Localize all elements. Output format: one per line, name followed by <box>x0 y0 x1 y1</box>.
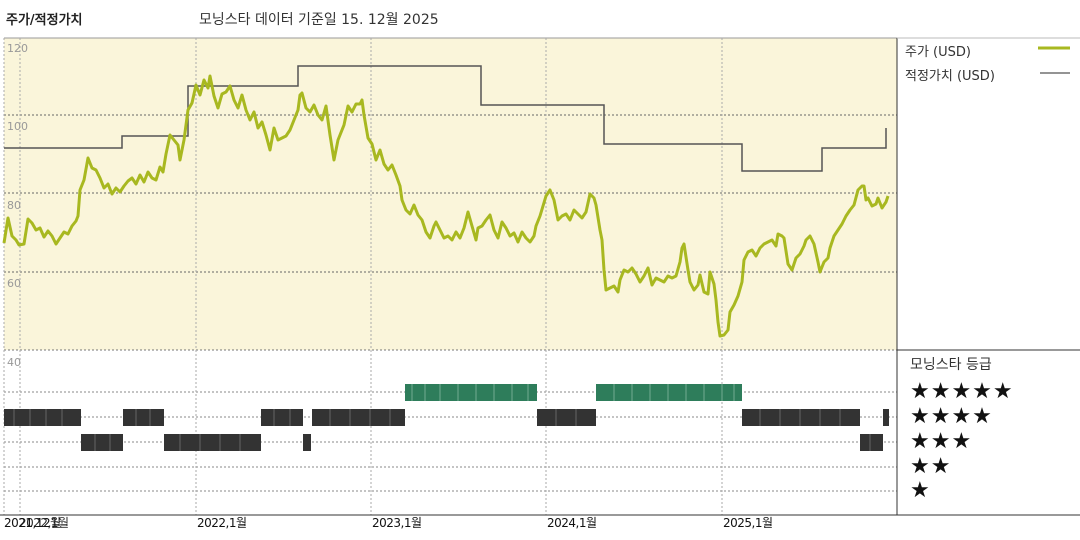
y-tick-100: 100 <box>7 120 28 133</box>
two-star-icon: ★★ <box>910 454 952 479</box>
x-tick-2025-01: 2025,1월 <box>723 516 773 530</box>
four-star-icon: ★★★★ <box>910 404 993 429</box>
rating-panel-title: 모닝스타 등급 <box>910 357 992 373</box>
x-tick-2022-01: 2022,1월 <box>197 516 247 530</box>
legend-price: 주가 (USD) <box>905 45 971 60</box>
rating-3star-bars <box>81 434 883 451</box>
fair-value-line <box>4 65 887 172</box>
price-gridlines <box>4 114 897 273</box>
x-tick-2021-12: 2021,12월 <box>4 516 61 530</box>
y-tick-80: 80 <box>7 199 21 212</box>
x-tick-2023-01: 2023,1월 <box>372 516 422 530</box>
one-star-icon: ★ <box>910 478 931 503</box>
rating-5star-stripes <box>411 384 735 401</box>
data-date-subtitle: 모닝스타 데이터 기준일 15. 12월 2025 <box>199 12 439 28</box>
x-tick-2022-01-overlap: 2022,1월 <box>19 516 69 530</box>
three-star-icon: ★★★ <box>910 429 973 454</box>
y-tick-120: 120 <box>7 42 28 55</box>
price-panel-bg <box>4 38 897 350</box>
y-tick-60: 60 <box>7 277 21 290</box>
price-line <box>2 74 890 338</box>
five-star-icon: ★★★★★ <box>910 379 1014 404</box>
rating-4star-bars <box>4 409 889 426</box>
rating-gridlines <box>4 391 897 492</box>
y-tick-40: 40 <box>7 356 21 369</box>
rating-bar-stripes <box>13 409 871 451</box>
x-tick-2024-01: 2024,1월 <box>547 516 597 530</box>
chart-title: 주가/적정가치 <box>6 13 83 28</box>
legend-fair-value: 적정가치 (USD) <box>905 69 995 84</box>
